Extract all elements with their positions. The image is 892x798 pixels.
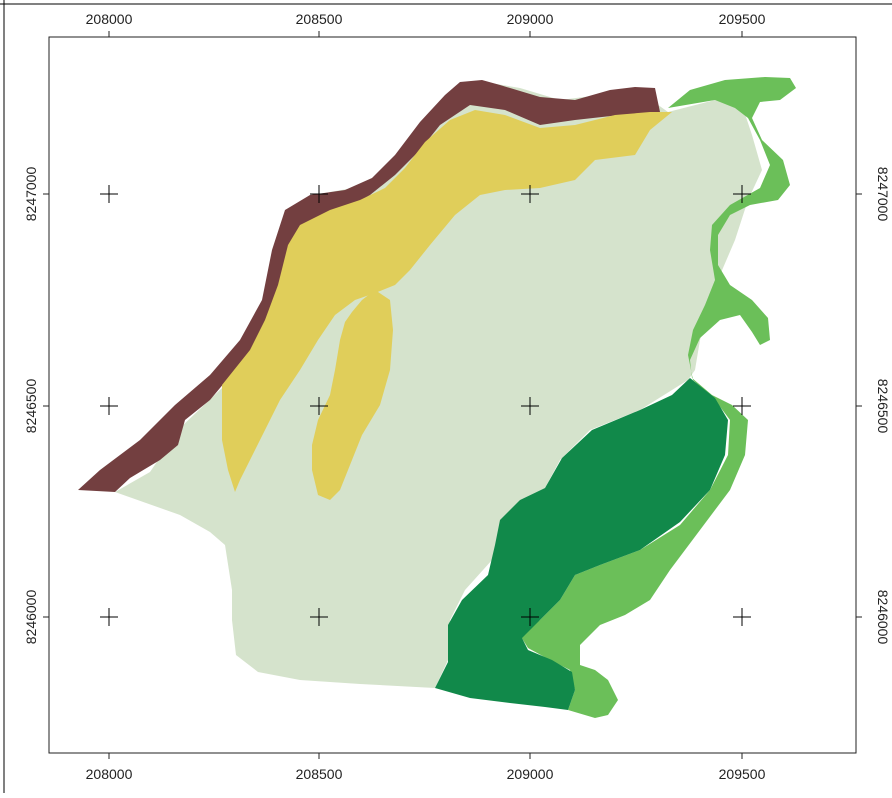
x-tick-label-bottom: 208000 bbox=[86, 766, 133, 782]
grid-cross bbox=[521, 185, 539, 203]
y-tick-label-left: 8246500 bbox=[23, 379, 39, 434]
y-tick-label-left: 8246000 bbox=[23, 590, 39, 645]
grid-cross bbox=[100, 397, 118, 415]
grid-cross bbox=[100, 185, 118, 203]
x-tick-label-bottom: 208500 bbox=[296, 766, 343, 782]
grid-cross bbox=[733, 397, 751, 415]
zone-yellow-main bbox=[222, 110, 672, 492]
y-tick-label-right: 8247000 bbox=[875, 167, 891, 222]
axis-ticks bbox=[43, 31, 862, 759]
zone-bright-green bbox=[520, 77, 796, 718]
x-tick-label-bottom: 209000 bbox=[507, 766, 554, 782]
grid-crosses bbox=[100, 185, 751, 626]
grid-cross bbox=[310, 185, 328, 203]
x-tick-label-bottom: 209500 bbox=[719, 766, 766, 782]
x-tick-label-top: 209500 bbox=[719, 11, 766, 27]
y-tick-label-left: 8247000 bbox=[23, 167, 39, 222]
y-tick-label-right: 8246500 bbox=[875, 379, 891, 434]
grid-cross bbox=[521, 397, 539, 415]
grid-cross bbox=[310, 608, 328, 626]
grid-cross bbox=[100, 608, 118, 626]
grid-cross bbox=[733, 608, 751, 626]
x-tick-label-top: 209000 bbox=[507, 11, 554, 27]
zone-dark-green bbox=[435, 378, 728, 710]
y-tick-label-right: 8246000 bbox=[875, 590, 891, 645]
zone-brown bbox=[78, 80, 660, 492]
x-tick-label-top: 208500 bbox=[296, 11, 343, 27]
grid-cross bbox=[733, 185, 751, 203]
x-tick-label-top: 208000 bbox=[86, 11, 133, 27]
grid-cross bbox=[310, 397, 328, 415]
zone-light-green bbox=[115, 82, 762, 688]
zone-yellow-finger bbox=[312, 290, 393, 500]
grid-cross bbox=[521, 608, 539, 626]
